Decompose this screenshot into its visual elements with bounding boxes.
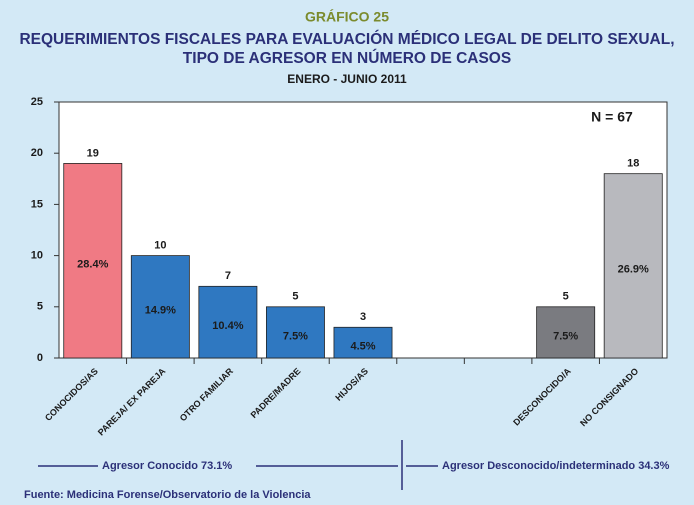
y-tick-label: 0 — [37, 352, 43, 364]
percent-label: 10.4% — [212, 320, 243, 332]
group-label: Agresor Desconocido/indeterminado 34.3% — [442, 460, 670, 472]
value-label: 5 — [563, 291, 569, 303]
chart-label: GRÁFICO 25 — [305, 9, 389, 25]
value-label: 18 — [627, 158, 639, 170]
percent-label: 7.5% — [553, 330, 578, 342]
bar — [603, 173, 663, 359]
group-label: Agresor Conocido 73.1% — [102, 460, 232, 472]
value-label: 10 — [154, 240, 166, 252]
percent-label: 7.5% — [283, 330, 308, 342]
source: Fuente: Medicina Forense/Observatorio de… — [24, 489, 311, 501]
chart-title: REQUERIMIENTOS FISCALES PARA EVALUACIÓN … — [19, 30, 674, 48]
y-tick-label: 25 — [31, 96, 43, 108]
y-tick-label: 5 — [37, 301, 43, 313]
value-label: 19 — [87, 147, 99, 159]
bar — [333, 326, 393, 359]
bar — [265, 306, 325, 359]
y-tick-label: 10 — [31, 250, 43, 262]
percent-label: 26.9% — [618, 264, 649, 276]
value-label: 7 — [225, 270, 231, 282]
percent-label: 14.9% — [145, 305, 176, 317]
y-tick-label: 15 — [31, 198, 43, 210]
percent-label: 4.5% — [350, 341, 375, 353]
annotation: N = 67 — [591, 109, 633, 125]
bar — [130, 255, 190, 359]
chart-subtitle: ENERO - JUNIO 2011 — [287, 72, 407, 86]
bar — [198, 285, 258, 359]
bar — [63, 163, 123, 359]
value-label: 3 — [360, 311, 366, 323]
value-label: 5 — [292, 291, 298, 303]
chart-title: TIPO DE AGRESOR EN NÚMERO DE CASOS — [183, 49, 511, 67]
y-tick-label: 20 — [31, 147, 43, 159]
bar — [536, 306, 596, 359]
percent-label: 28.4% — [77, 259, 108, 271]
